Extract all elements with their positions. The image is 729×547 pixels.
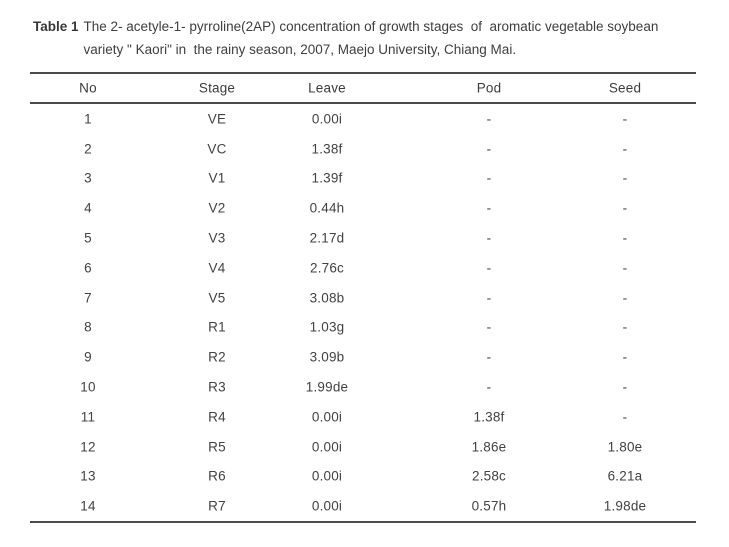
cell-stage: VE: [207, 111, 227, 127]
cell-leave: 1.99de: [305, 379, 349, 395]
column-header-no: No: [79, 80, 97, 96]
cell-seed: -: [622, 170, 628, 186]
table-row: 12 R5 0.00i 1.86e 1.80e: [30, 432, 696, 462]
table-caption-text: The 2- acetyle-1- pyrroline(2AP) concent…: [84, 15, 659, 61]
cell-pod: -: [486, 230, 492, 246]
cell-stage: VC: [207, 141, 227, 157]
caption-line-1: The 2- acetyle-1- pyrroline(2AP) concent…: [83, 19, 659, 34]
caption-line-2: variety " Kaori" in the rainy season, 20…: [83, 42, 517, 57]
cell-stage: V3: [208, 230, 226, 246]
cell-no: 12: [80, 439, 96, 455]
cell-stage: R6: [208, 468, 226, 484]
cell-stage: R2: [208, 349, 226, 365]
cell-no: 13: [80, 468, 96, 484]
cell-pod: -: [486, 379, 492, 395]
cell-pod: 1.38f: [473, 409, 505, 425]
table-row: 6 V4 2.76c - -: [30, 253, 696, 283]
cell-leave: 0.00i: [311, 409, 343, 425]
table-caption-label: Table 1: [33, 19, 79, 34]
table-row: 7 V5 3.08b - -: [30, 283, 696, 313]
cell-leave: 0.00i: [311, 468, 343, 484]
cell-pod: 2.58c: [471, 468, 507, 484]
table-row: 3 V1 1.39f - -: [30, 164, 696, 194]
cell-no: 7: [84, 290, 92, 306]
cell-pod: -: [486, 349, 492, 365]
cell-pod: -: [486, 260, 492, 276]
cell-seed: 1.80e: [607, 439, 643, 455]
cell-no: 5: [84, 230, 92, 246]
cell-leave: 1.03g: [309, 319, 345, 335]
cell-seed: -: [622, 349, 628, 365]
cell-leave: 1.38f: [311, 141, 343, 157]
cell-seed: 6.21a: [607, 468, 643, 484]
table-row: 13 R6 0.00i 2.58c 6.21a: [30, 462, 696, 492]
cell-stage: V5: [208, 290, 226, 306]
cell-seed: -: [622, 290, 628, 306]
cell-leave: 0.00i: [311, 498, 343, 514]
table-body: 1 VE 0.00i - - 2 VC 1.38f - - 3 V1 1.39f - - 4 V2 0.44h - -…: [30, 104, 696, 521]
table-row: 11 R4 0.00i 1.38f -: [30, 402, 696, 432]
table-row: 10 R3 1.99de - -: [30, 372, 696, 402]
cell-seed: -: [622, 111, 628, 127]
cell-pod: -: [486, 141, 492, 157]
cell-pod: -: [486, 111, 492, 127]
cell-pod: 0.57h: [471, 498, 507, 514]
cell-pod: 1.86e: [471, 439, 507, 455]
cell-no: 8: [84, 319, 92, 335]
table-row: 4 V2 0.44h - -: [30, 193, 696, 223]
cell-leave: 2.17d: [309, 230, 345, 246]
cell-pod: -: [486, 170, 492, 186]
data-table: No Stage Leave Pod Seed 1 VE 0.00i - - 2 VC 1.38f - -…: [30, 72, 696, 524]
table-row: 9 R2 3.09b - -: [30, 342, 696, 372]
table-header-row: No Stage Leave Pod Seed: [30, 74, 696, 104]
table-caption: Table 1 The 2- acetyle-1- pyrroline(2AP)…: [33, 15, 658, 61]
cell-pod: -: [486, 290, 492, 306]
cell-seed: -: [622, 141, 628, 157]
cell-no: 6: [84, 260, 92, 276]
table-row: 5 V3 2.17d - -: [30, 223, 696, 253]
cell-stage: R5: [208, 439, 226, 455]
cell-stage: V2: [208, 200, 226, 216]
cell-seed: -: [622, 409, 628, 425]
table-row: 8 R1 1.03g - -: [30, 313, 696, 343]
table-row: 14 R7 0.00i 0.57h 1.98de: [30, 491, 696, 521]
cell-no: 4: [84, 200, 92, 216]
cell-no: 11: [80, 409, 96, 425]
cell-seed: -: [622, 260, 628, 276]
column-header-leave: Leave: [308, 80, 346, 96]
column-header-stage: Stage: [198, 80, 236, 96]
cell-no: 10: [80, 379, 96, 395]
cell-leave: 0.00i: [311, 439, 343, 455]
cell-leave: 2.76c: [309, 260, 345, 276]
cell-leave: 1.39f: [311, 170, 343, 186]
cell-no: 9: [84, 349, 92, 365]
cell-pod: -: [486, 319, 492, 335]
table-row: 2 VC 1.38f - -: [30, 134, 696, 164]
cell-leave: 3.08b: [309, 290, 345, 306]
column-header-seed: Seed: [608, 80, 642, 96]
cell-seed: -: [622, 379, 628, 395]
cell-no: 14: [80, 498, 96, 514]
cell-leave: 0.44h: [309, 200, 345, 216]
cell-stage: R1: [208, 319, 226, 335]
cell-stage: R3: [208, 379, 226, 395]
cell-seed: -: [622, 230, 628, 246]
cell-no: 1: [84, 111, 92, 127]
table-row: 1 VE 0.00i - -: [30, 104, 696, 134]
cell-stage: R4: [208, 409, 226, 425]
cell-stage: V1: [208, 170, 226, 186]
cell-leave: 3.09b: [309, 349, 345, 365]
column-header-pod: Pod: [476, 80, 502, 96]
cell-seed: 1.98de: [603, 498, 647, 514]
cell-seed: -: [622, 319, 628, 335]
cell-leave: 0.00i: [311, 111, 343, 127]
cell-no: 3: [84, 170, 92, 186]
cell-stage: R7: [208, 498, 226, 514]
cell-no: 2: [84, 141, 92, 157]
cell-stage: V4: [208, 260, 226, 276]
cell-pod: -: [486, 200, 492, 216]
cell-seed: -: [622, 200, 628, 216]
